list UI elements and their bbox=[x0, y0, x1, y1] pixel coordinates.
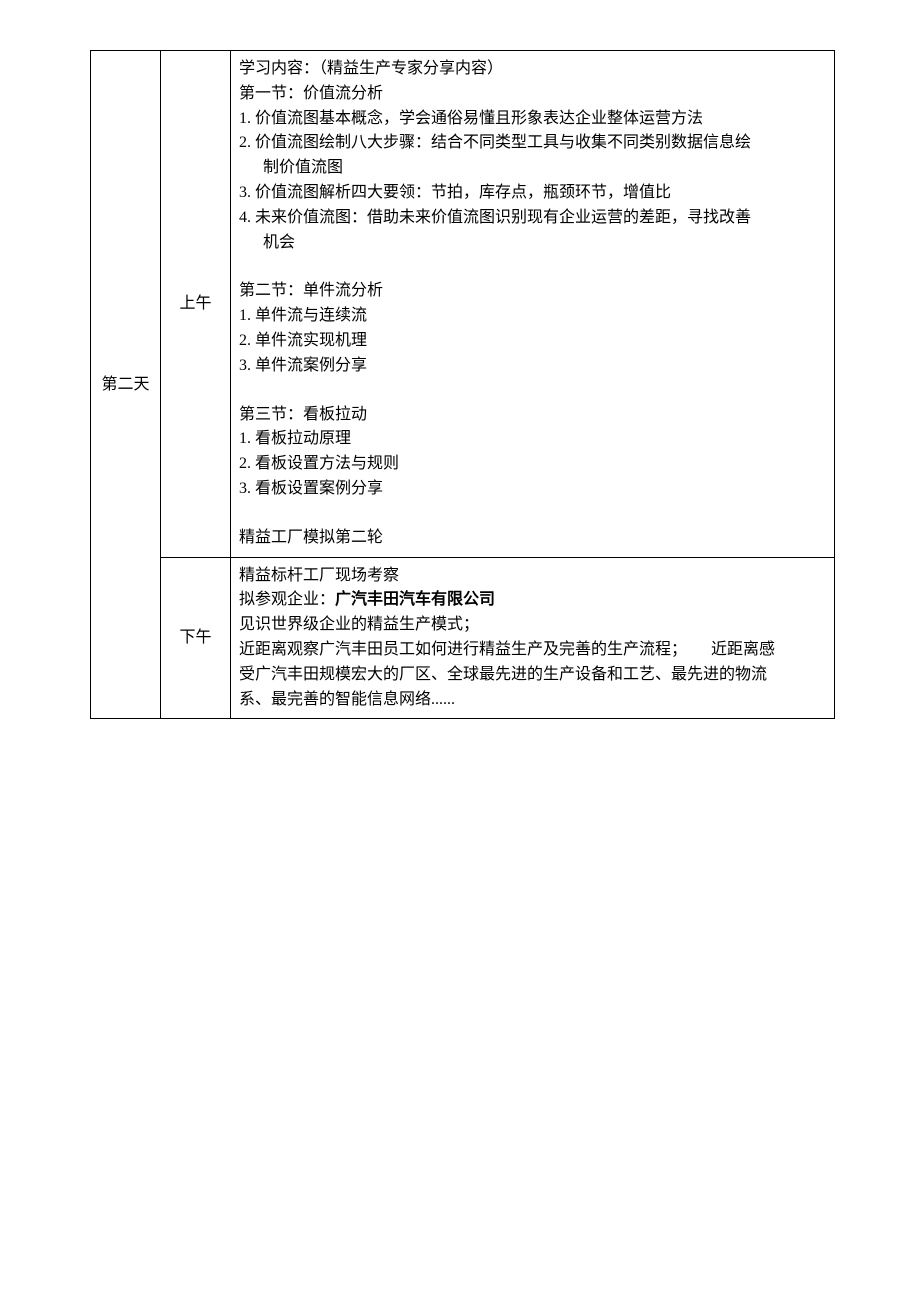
section1-item: 1. 价值流图基本概念，学会通俗易懂且形象表达企业整体运营方法 bbox=[239, 107, 826, 132]
afternoon-content: 精益标杆工厂现场考察 拟参观企业：广汽丰田汽车有限公司 见识世界级企业的精益生产… bbox=[239, 564, 826, 713]
schedule-table: 第二天 上午 学习内容：（精益生产专家分享内容） 第一节：价值流分析 1. 价值… bbox=[90, 50, 835, 719]
section3-item: 3. 看板设置案例分享 bbox=[239, 477, 826, 502]
section2-item: 2. 单件流实现机理 bbox=[239, 329, 826, 354]
table-row: 第二天 上午 学习内容：（精益生产专家分享内容） 第一节：价值流分析 1. 价值… bbox=[91, 51, 835, 558]
section2-title: 第二节：单件流分析 bbox=[239, 279, 826, 304]
section1-item: 4. 未来价值流图：借助未来价值流图识别现有企业运营的差距，寻找改善 bbox=[239, 206, 826, 231]
day-label: 第二天 bbox=[101, 376, 149, 393]
content-cell-morning: 学习内容：（精益生产专家分享内容） 第一节：价值流分析 1. 价值流图基本概念，… bbox=[231, 51, 835, 558]
afternoon-line2: 拟参观企业：广汽丰田汽车有限公司 bbox=[239, 588, 826, 613]
afternoon-line4: 近距离观察广汽丰田员工如何进行精益生产及完善的生产流程； 近距离感 bbox=[239, 638, 826, 663]
section3-title: 第三节：看板拉动 bbox=[239, 403, 826, 428]
afternoon-line2-prefix: 拟参观企业： bbox=[239, 591, 335, 608]
afternoon-line4b: 近距离感 bbox=[711, 641, 775, 658]
section3-item: 1. 看板拉动原理 bbox=[239, 427, 826, 452]
period-cell-afternoon: 下午 bbox=[161, 557, 231, 719]
section1-item: 3. 价值流图解析四大要领：节拍，库存点，瓶颈环节，增值比 bbox=[239, 181, 826, 206]
content-cell-afternoon: 精益标杆工厂现场考察 拟参观企业：广汽丰田汽车有限公司 见识世界级企业的精益生产… bbox=[231, 557, 835, 719]
section1-item-cont: 机会 bbox=[239, 231, 826, 256]
section1-item-cont: 制价值流图 bbox=[239, 156, 826, 181]
section3-item: 2. 看板设置方法与规则 bbox=[239, 452, 826, 477]
afternoon-line4a: 近距离观察广汽丰田员工如何进行精益生产及完善的生产流程； bbox=[239, 641, 687, 658]
section2-item: 3. 单件流案例分享 bbox=[239, 354, 826, 379]
morning-closing: 精益工厂模拟第二轮 bbox=[239, 526, 826, 551]
afternoon-line3: 见识世界级企业的精益生产模式； bbox=[239, 613, 826, 638]
document-page: 第二天 上午 学习内容：（精益生产专家分享内容） 第一节：价值流分析 1. 价值… bbox=[0, 0, 920, 1302]
afternoon-line1: 精益标杆工厂现场考察 bbox=[239, 564, 826, 589]
spacer bbox=[239, 255, 826, 279]
period-label: 下午 bbox=[179, 629, 211, 646]
section1-item: 2. 价值流图绘制八大步骤：结合不同类型工具与收集不同类别数据信息绘 bbox=[239, 131, 826, 156]
afternoon-line5: 受广汽丰田规模宏大的厂区、全球最先进的生产设备和工艺、最先进的物流 bbox=[239, 663, 826, 688]
section1-title: 第一节：价值流分析 bbox=[239, 82, 826, 107]
period-cell-morning: 上午 bbox=[161, 51, 231, 558]
afternoon-line2-bold: 广汽丰田汽车有限公司 bbox=[335, 591, 495, 608]
spacer bbox=[239, 502, 826, 526]
afternoon-line6: 系、最完善的智能信息网络...... bbox=[239, 688, 826, 713]
period-label: 上午 bbox=[179, 295, 211, 312]
spacer bbox=[239, 379, 826, 403]
morning-content: 学习内容：（精益生产专家分享内容） 第一节：价值流分析 1. 价值流图基本概念，… bbox=[239, 57, 826, 551]
intro-line: 学习内容：（精益生产专家分享内容） bbox=[239, 57, 826, 82]
day-cell: 第二天 bbox=[91, 51, 161, 719]
table-row: 下午 精益标杆工厂现场考察 拟参观企业：广汽丰田汽车有限公司 见识世界级企业的精… bbox=[91, 557, 835, 719]
section2-item: 1. 单件流与连续流 bbox=[239, 304, 826, 329]
